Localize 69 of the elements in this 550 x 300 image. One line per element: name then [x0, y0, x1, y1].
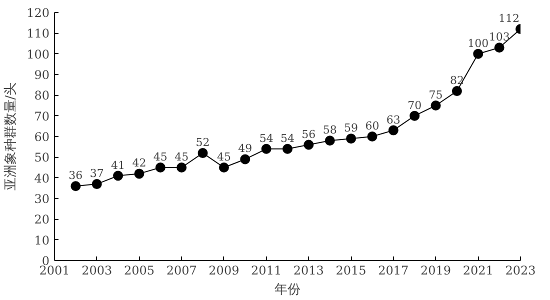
data-label: 36	[68, 169, 83, 182]
y-tick-label: 100	[26, 47, 50, 62]
x-tick-label: 2003	[82, 264, 112, 278]
data-label: 45	[153, 150, 168, 164]
y-tick-label: 30	[34, 192, 50, 206]
point	[134, 168, 144, 179]
y-tick-label: 50	[34, 150, 50, 165]
data-label: 49	[238, 142, 252, 156]
point	[494, 42, 504, 53]
x-tick-label: 2007	[166, 264, 197, 278]
point	[410, 110, 420, 121]
y-tick-label: 70	[34, 109, 50, 124]
point	[452, 86, 462, 96]
data-label: 82	[450, 74, 464, 88]
x-tick-label: 2017	[378, 264, 409, 278]
data-label: 59	[344, 122, 358, 135]
data-label: 45	[216, 150, 231, 164]
data-label: 103	[488, 30, 510, 44]
y-tick-label: 120	[26, 6, 50, 20]
x-axis-title: 年份	[274, 282, 300, 298]
x-tick-label: 2011	[251, 264, 282, 278]
data-label: 56	[302, 128, 316, 141]
x-tick-label: 2023	[505, 264, 536, 278]
x-tick-label: 2015	[336, 264, 366, 278]
point	[92, 179, 102, 190]
data-label: 100	[468, 36, 489, 50]
y-axis-title: 亚洲象种群数量/头	[4, 82, 19, 191]
data-label: 70	[408, 98, 422, 112]
y-tick-label: 90	[34, 68, 50, 82]
data-label: 54	[259, 132, 274, 145]
data-label: 45	[174, 150, 189, 164]
point	[113, 170, 124, 181]
x-tick-label: 2005	[124, 264, 155, 278]
data-label: 75	[428, 88, 443, 102]
point	[155, 162, 166, 172]
point	[198, 148, 208, 158]
data-label: 41	[111, 158, 126, 172]
y-tick-label: 110	[26, 26, 50, 41]
y-tick-label: 80	[34, 88, 50, 103]
x-tick-label: 2019	[420, 264, 452, 278]
y-tick-label: 10	[34, 233, 50, 248]
point	[304, 140, 314, 150]
y-tick-label: 60	[34, 130, 50, 144]
point	[261, 144, 272, 154]
x-tick-label: 2009	[208, 264, 240, 278]
point	[70, 181, 81, 192]
x-tick-label: 2021	[462, 264, 494, 278]
point	[176, 162, 187, 172]
data-label: 54	[280, 132, 294, 145]
point	[218, 162, 229, 172]
data-label: 37	[90, 167, 104, 180]
point	[346, 134, 356, 144]
data-label: 60	[365, 120, 380, 132]
point	[282, 144, 292, 154]
x-tick-label: 2013	[293, 264, 324, 278]
point	[240, 154, 250, 164]
data-label: 112	[498, 12, 520, 26]
data-label: 58	[322, 124, 337, 137]
x-tick-label: 2001	[39, 264, 70, 278]
data-label: 42	[132, 156, 146, 170]
y-tick-label: 20	[34, 212, 50, 227]
data-label: 63	[386, 113, 400, 126]
y-tick-label: 40	[34, 171, 50, 186]
point	[388, 125, 398, 136]
point	[430, 100, 441, 110]
point	[473, 48, 484, 59]
data-label: 52	[196, 136, 210, 150]
point	[367, 132, 378, 142]
point	[324, 136, 335, 146]
